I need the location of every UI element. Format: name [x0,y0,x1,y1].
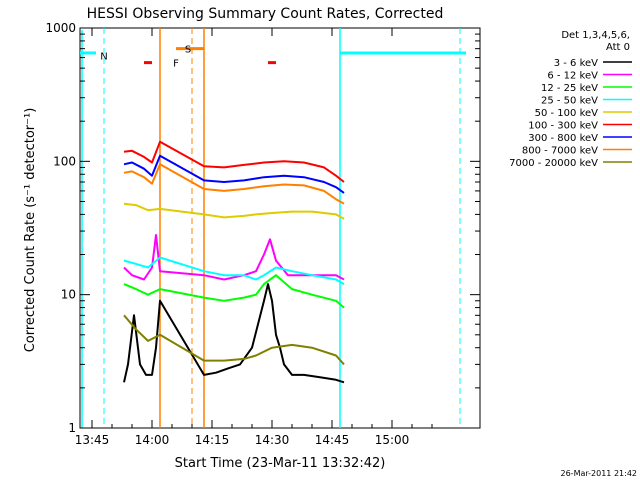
x-axis-label: Start Time (23-Mar-11 13:32:42) [175,456,386,471]
annotation-label: S [185,45,191,56]
series-line-8 [123,163,345,205]
x-tick-label: 13:45 [75,433,110,447]
series-line-7 [123,154,345,194]
legend-entry-label: 100 - 300 keV [528,121,598,132]
series-line-3 [123,274,345,309]
legend-entry-label: 6 - 12 keV [547,71,598,82]
series-line-4 [123,256,345,285]
series-line-1 [123,283,345,384]
legend-header: Det 1,3,4,5,6, [561,30,630,41]
legend-entry-label: 3 - 6 keV [554,58,598,69]
series-line-5 [123,202,345,220]
footer-timestamp: 26-Mar-2011 21:42 [561,469,638,478]
legend-entry-label: 25 - 50 keV [541,96,598,107]
y-axis-label: Corrected Count Rate (s⁻¹ detector⁻¹) [23,108,38,353]
x-tick-label: 14:15 [195,433,230,447]
x-tick-label: 14:45 [315,433,350,447]
y-tick-label: 1 [68,421,76,435]
plot-frame [79,27,481,429]
legend-entry-label: 12 - 25 keV [541,83,598,94]
legend-header: Att 0 [606,42,630,53]
series-line-9 [123,314,345,366]
annotation-label: N [100,52,107,63]
y-tick-label: 100 [53,154,76,168]
x-axis-ticks: 13:45 14:00 14:15 14:30 14:45 15:00 [75,28,433,447]
y-tick-label: 10 [61,288,76,302]
y-axis-ticks: 1 10 100 1000 [45,21,480,435]
y-tick-label: 1000 [45,21,76,35]
annotation-label: F [173,59,179,70]
legend: Det 1,3,4,5,6,Att 0 3 - 6 keV 6 - 12 keV12… [509,30,632,169]
legend-entry-label: 300 - 800 keV [528,133,598,144]
chart-title: HESSI Observing Summary Count Rates, Cor… [87,6,444,22]
series-line-6 [123,140,345,183]
legend-entry-label: 50 - 100 keV [535,108,599,119]
x-tick-label: 14:00 [135,433,170,447]
plot-marks: N SF [80,28,466,428]
x-tick-label: 15:00 [375,433,410,447]
legend-entry-label: 7000 - 20000 keV [509,158,598,169]
legend-entry-label: 800 - 7000 keV [522,146,598,157]
series-line-2 [123,234,345,281]
x-tick-label: 14:30 [255,433,290,447]
